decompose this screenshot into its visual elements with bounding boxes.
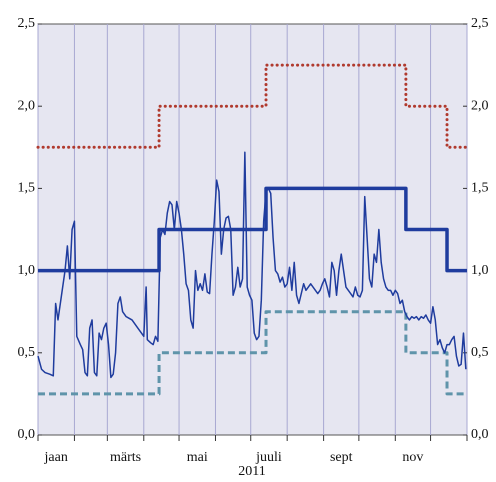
y-tick-label: 2,0 [18,98,36,113]
y-tick-label: 2,5 [18,16,36,31]
y-tick-label: 1,0 [18,263,36,278]
y-tick-label: 1,5 [18,181,36,196]
x-tick-label: märts [110,450,141,465]
y2-tick-label: 2,5 [471,16,489,31]
y2-tick-label: 0,0 [471,427,489,442]
series-line [36,63,469,149]
series-line [38,310,467,396]
y2-tick-label: 1,0 [471,263,489,278]
series-line [37,151,467,379]
y2-tick-label: 1,5 [471,181,489,196]
x-tick-label: jaan [44,450,68,465]
y-tick-label: 0,5 [18,345,36,360]
y2-tick-label: 0,5 [471,345,489,360]
series-line [38,186,467,273]
x-tick-label: sept [330,450,353,465]
y2-tick-label: 2,0 [471,98,489,113]
x-tick-label: mai [187,450,208,465]
x-tick-label: juuli [255,450,282,465]
y-tick-label: 0,0 [18,427,36,442]
x-axis-label: 2011 [238,464,265,479]
x-tick-label: nov [402,450,423,465]
